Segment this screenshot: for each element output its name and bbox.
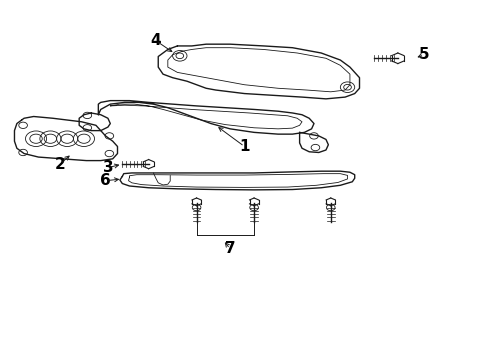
Text: 5: 5 [418, 47, 428, 62]
Text: 1: 1 [239, 139, 249, 154]
Text: 4: 4 [150, 33, 161, 48]
Text: 7: 7 [224, 241, 235, 256]
Text: 3: 3 [102, 160, 113, 175]
Text: 2: 2 [55, 157, 65, 172]
Text: 6: 6 [100, 173, 111, 188]
